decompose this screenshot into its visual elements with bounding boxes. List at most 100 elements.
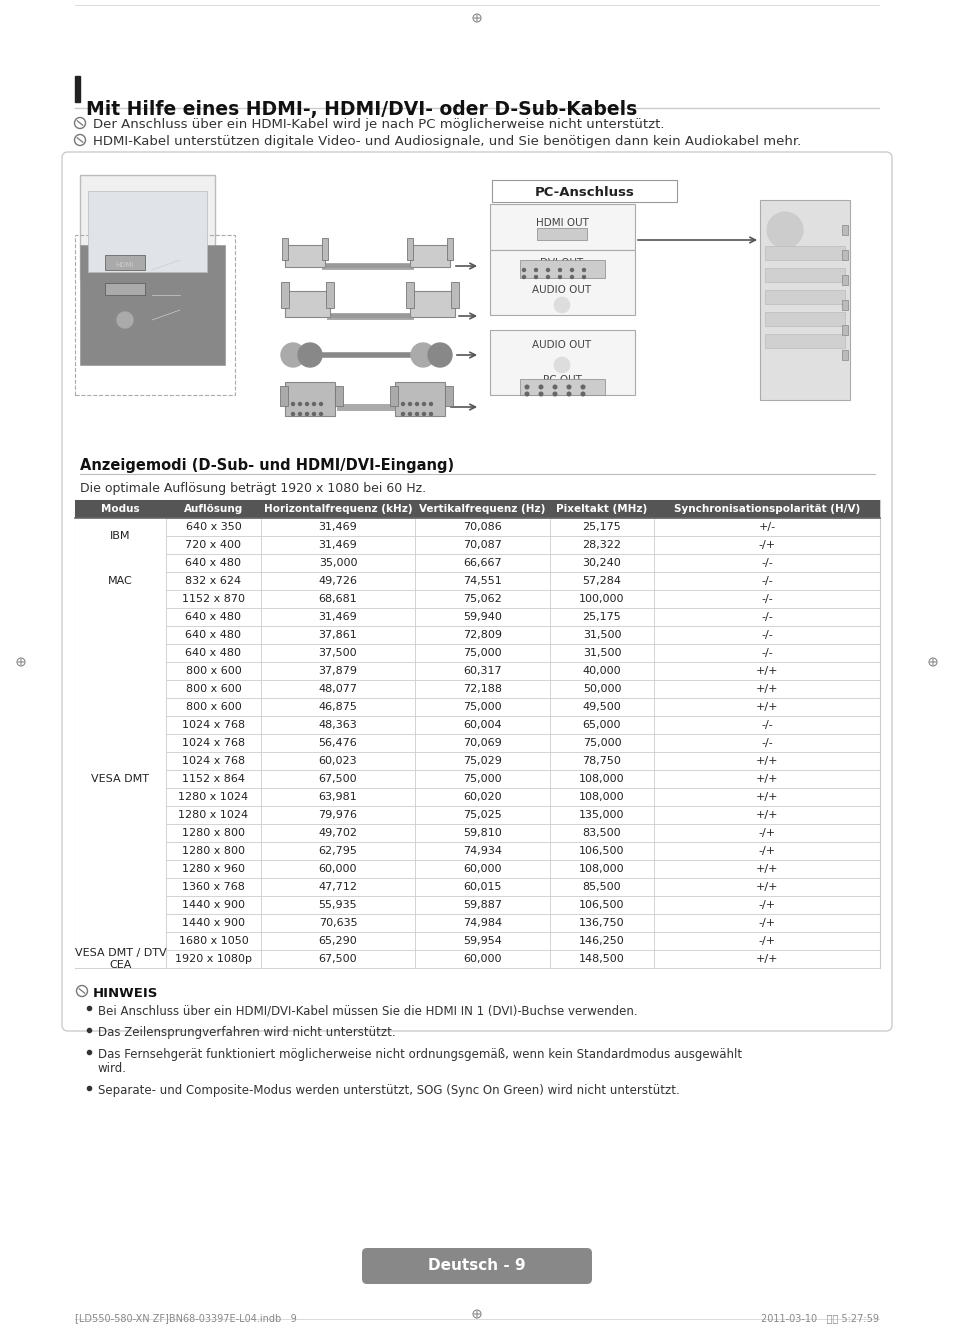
- Text: 59,887: 59,887: [462, 900, 501, 910]
- Text: HDMI OUT: HDMI OUT: [535, 218, 588, 228]
- Circle shape: [553, 385, 557, 389]
- Bar: [75, 500, 879, 518]
- Text: +/+: +/+: [755, 865, 778, 874]
- Bar: [75, 553, 166, 608]
- Text: 46,875: 46,875: [318, 702, 357, 712]
- Text: Pixeltakt (MHz): Pixeltakt (MHz): [556, 504, 647, 514]
- Bar: [281, 282, 289, 308]
- Circle shape: [567, 392, 570, 396]
- Text: 108,000: 108,000: [578, 865, 624, 874]
- Bar: [75, 572, 879, 591]
- Text: 60,023: 60,023: [318, 756, 357, 767]
- Text: 640 x 480: 640 x 480: [185, 612, 241, 622]
- Text: AUDIO OUT: AUDIO OUT: [532, 340, 591, 350]
- Circle shape: [292, 402, 294, 405]
- Text: PC-Anschluss: PC-Anschluss: [534, 185, 634, 199]
- Text: 1920 x 1080p: 1920 x 1080p: [174, 955, 252, 964]
- Text: 56,476: 56,476: [318, 737, 357, 748]
- Text: 108,000: 108,000: [578, 792, 624, 802]
- Text: +/+: +/+: [755, 685, 778, 694]
- Bar: [75, 536, 879, 553]
- Text: 62,795: 62,795: [318, 846, 357, 857]
- Bar: [75, 518, 879, 536]
- Text: 67,500: 67,500: [318, 955, 357, 964]
- Text: 70,087: 70,087: [462, 540, 501, 549]
- Text: 31,500: 31,500: [582, 630, 620, 639]
- Text: 63,981: 63,981: [318, 792, 357, 802]
- Text: 31,469: 31,469: [318, 612, 357, 622]
- Text: 37,861: 37,861: [318, 630, 357, 639]
- Bar: [75, 553, 879, 572]
- Bar: [75, 608, 879, 626]
- Text: 48,363: 48,363: [318, 720, 357, 730]
- Text: 60,000: 60,000: [463, 865, 501, 874]
- Circle shape: [538, 392, 542, 396]
- Text: 800 x 600: 800 x 600: [186, 685, 241, 694]
- Text: 31,469: 31,469: [318, 540, 357, 549]
- Text: PC OUT: PC OUT: [542, 375, 580, 385]
- Text: 79,976: 79,976: [318, 810, 357, 820]
- Text: 1024 x 768: 1024 x 768: [182, 737, 245, 748]
- Circle shape: [580, 392, 584, 396]
- Text: -/+: -/+: [758, 918, 775, 928]
- Text: 800 x 600: 800 x 600: [186, 702, 241, 712]
- Text: 70,086: 70,086: [462, 522, 501, 532]
- Circle shape: [570, 269, 573, 271]
- Text: Der Anschluss über ein HDMI-Kabel wird je nach PC möglicherweise nicht unterstüt: Der Anschluss über ein HDMI-Kabel wird j…: [92, 118, 664, 131]
- Bar: [407, 238, 413, 260]
- Bar: [75, 643, 879, 662]
- Text: Horizontalfrequenz (kHz): Horizontalfrequenz (kHz): [263, 504, 412, 514]
- Bar: [75, 518, 166, 553]
- Text: -/+: -/+: [758, 846, 775, 857]
- Bar: [519, 260, 604, 278]
- Text: 75,000: 75,000: [463, 775, 501, 784]
- Circle shape: [546, 275, 549, 278]
- Text: Die optimale Auflösung beträgt 1920 x 1080 bei 60 Hz.: Die optimale Auflösung beträgt 1920 x 10…: [80, 482, 426, 495]
- Bar: [841, 250, 847, 260]
- Circle shape: [534, 275, 537, 278]
- Text: Bei Anschluss über ein HDMI/DVI-Kabel müssen Sie die HDMI IN 1 (DVI)-Buchse verw: Bei Anschluss über ein HDMI/DVI-Kabel mü…: [98, 1004, 637, 1017]
- Text: Anzeigemodi (D-Sub- und HDMI/DVI-Eingang): Anzeigemodi (D-Sub- und HDMI/DVI-Eingang…: [80, 458, 454, 473]
- Text: 136,750: 136,750: [578, 918, 624, 928]
- Circle shape: [429, 402, 432, 405]
- Text: 85,500: 85,500: [582, 882, 620, 892]
- Text: -/-: -/-: [760, 557, 772, 568]
- Text: 72,188: 72,188: [462, 685, 501, 694]
- Text: 40,000: 40,000: [582, 666, 620, 677]
- Circle shape: [117, 312, 132, 328]
- Circle shape: [766, 212, 802, 248]
- Circle shape: [408, 413, 411, 416]
- Text: Synchronisationspolarität (H/V): Synchronisationspolarität (H/V): [673, 504, 860, 514]
- Bar: [764, 246, 844, 260]
- Text: +/-: +/-: [758, 522, 775, 532]
- Text: 28,322: 28,322: [582, 540, 620, 549]
- Text: Mit Hilfe eines HDMI-, HDMI/DVI- oder D-Sub-Kabels: Mit Hilfe eines HDMI-, HDMI/DVI- oder D-…: [86, 101, 637, 119]
- Circle shape: [582, 275, 585, 278]
- Text: 25,175: 25,175: [582, 522, 620, 532]
- Circle shape: [546, 269, 549, 271]
- Bar: [335, 387, 343, 406]
- Circle shape: [292, 413, 294, 416]
- Text: +/+: +/+: [755, 955, 778, 964]
- Bar: [105, 256, 145, 270]
- Circle shape: [558, 269, 561, 271]
- FancyBboxPatch shape: [62, 152, 891, 1031]
- Text: HDMI: HDMI: [115, 262, 134, 267]
- Bar: [764, 312, 844, 326]
- Text: 47,712: 47,712: [318, 882, 357, 892]
- Bar: [75, 681, 879, 698]
- Text: 59,940: 59,940: [462, 612, 501, 622]
- Text: 1680 x 1050: 1680 x 1050: [178, 936, 248, 947]
- Circle shape: [305, 413, 308, 416]
- Circle shape: [297, 343, 322, 367]
- Text: 800 x 600: 800 x 600: [186, 666, 241, 677]
- Text: 60,000: 60,000: [318, 865, 356, 874]
- Text: -/+: -/+: [758, 936, 775, 947]
- Bar: [490, 330, 635, 395]
- Circle shape: [305, 402, 308, 405]
- Text: DVI OUT: DVI OUT: [539, 258, 583, 267]
- Bar: [285, 245, 325, 267]
- Text: -/-: -/-: [760, 594, 772, 604]
- Bar: [537, 228, 586, 240]
- Text: 66,667: 66,667: [463, 557, 501, 568]
